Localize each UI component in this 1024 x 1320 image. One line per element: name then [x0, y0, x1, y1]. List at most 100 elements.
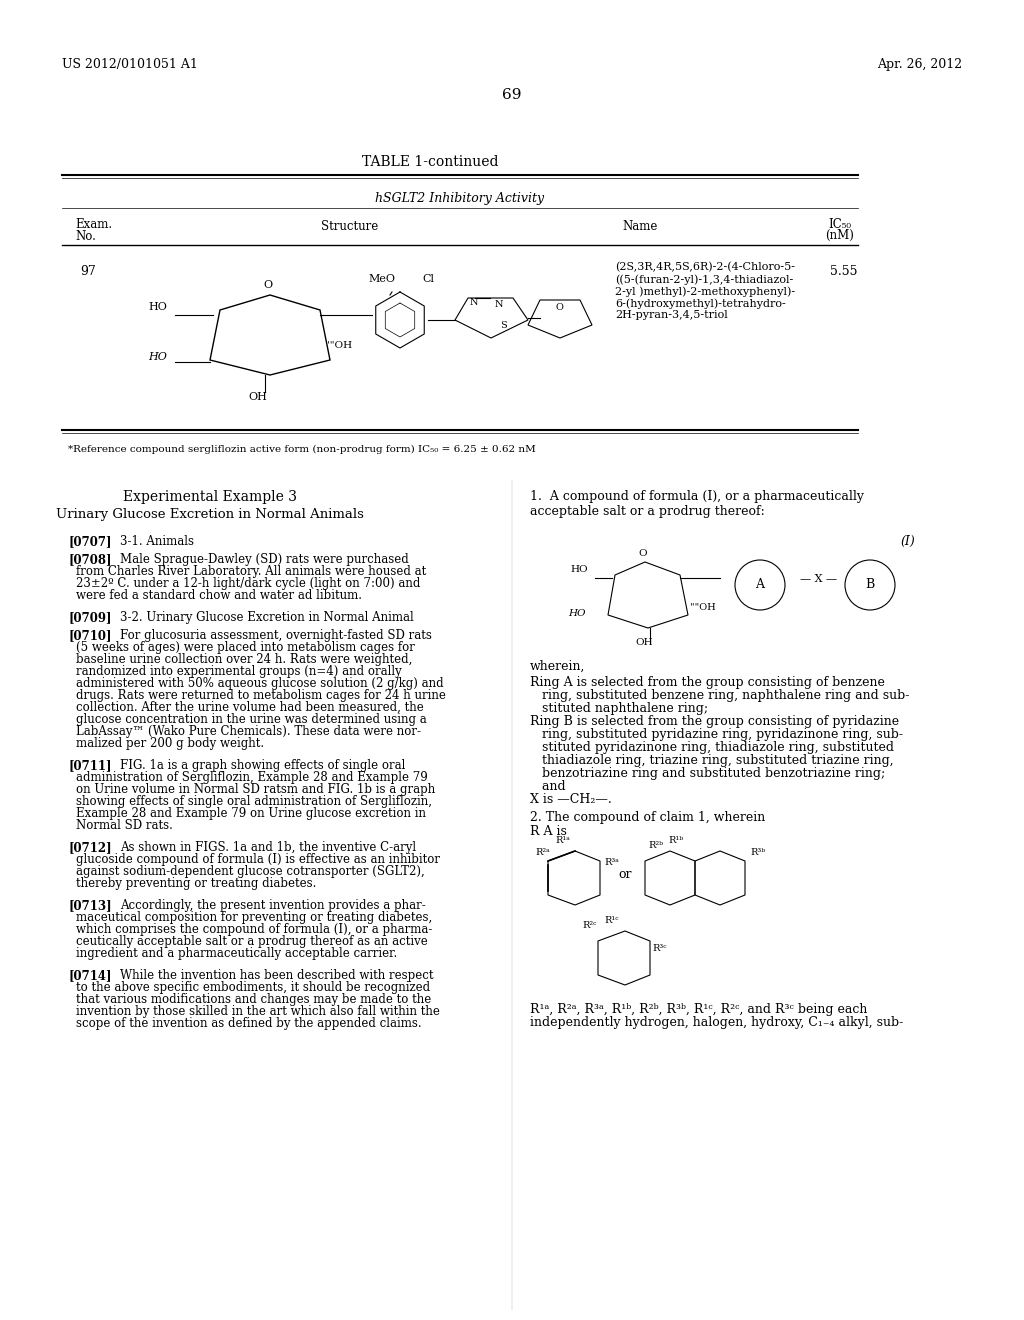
Text: 3-2. Urinary Glucose Excretion in Normal Animal: 3-2. Urinary Glucose Excretion in Normal… [120, 611, 414, 624]
Text: R¹ᵃ: R¹ᵃ [555, 836, 570, 845]
Text: or: or [618, 869, 632, 880]
Text: B: B [865, 578, 874, 591]
Text: Apr. 26, 2012: Apr. 26, 2012 [877, 58, 962, 71]
Text: ((5-(furan-2-yl)-1,3,4-thiadiazol-: ((5-(furan-2-yl)-1,3,4-thiadiazol- [615, 275, 794, 285]
Text: R³ᵃ: R³ᵃ [604, 858, 618, 867]
Text: (5 weeks of ages) were placed into metabolism cages for: (5 weeks of ages) were placed into metab… [76, 642, 415, 653]
Text: Urinary Glucose Excretion in Normal Animals: Urinary Glucose Excretion in Normal Anim… [56, 508, 364, 521]
Text: ""OH: ""OH [690, 603, 716, 612]
Text: 2H-pyran-3,4,5-triol: 2H-pyran-3,4,5-triol [615, 310, 728, 319]
Text: Example 28 and Example 79 on Urine glucose excretion in: Example 28 and Example 79 on Urine gluco… [76, 807, 426, 820]
Text: were fed a standard chow and water ad libitum.: were fed a standard chow and water ad li… [76, 589, 362, 602]
Text: showing effects of single oral administration of Sergliflozin,: showing effects of single oral administr… [76, 795, 432, 808]
Text: which comprises the compound of formula (I), or a pharma-: which comprises the compound of formula … [76, 923, 432, 936]
Text: glucoside compound of formula (I) is effective as an inhibitor: glucoside compound of formula (I) is eff… [76, 853, 440, 866]
Text: randomized into experimental groups (n=4) and orally: randomized into experimental groups (n=4… [76, 665, 401, 678]
Text: N: N [495, 300, 504, 309]
Text: Exam.: Exam. [75, 218, 112, 231]
Text: 6-(hydroxymethyl)-tetrahydro-: 6-(hydroxymethyl)-tetrahydro- [615, 298, 785, 309]
Text: [0713]: [0713] [68, 899, 112, 912]
Text: (nM): (nM) [825, 228, 854, 242]
Text: administration of Sergliflozin, Example 28 and Example 79: administration of Sergliflozin, Example … [76, 771, 428, 784]
Text: drugs. Rats were returned to metabolism cages for 24 h urine: drugs. Rats were returned to metabolism … [76, 689, 445, 702]
Text: ring, substituted benzene ring, naphthalene ring and sub-: ring, substituted benzene ring, naphthal… [530, 689, 909, 702]
Text: collection. After the urine volume had been measured, the: collection. After the urine volume had b… [76, 701, 424, 714]
Text: [0708]: [0708] [68, 553, 112, 566]
Text: independently hydrogen, halogen, hydroxy, C₁₋₄ alkyl, sub-: independently hydrogen, halogen, hydroxy… [530, 1016, 903, 1030]
Text: and: and [530, 780, 565, 793]
Text: baseline urine collection over 24 h. Rats were weighted,: baseline urine collection over 24 h. Rat… [76, 653, 413, 667]
Text: US 2012/0101051 A1: US 2012/0101051 A1 [62, 58, 198, 71]
Text: thereby preventing or treating diabetes.: thereby preventing or treating diabetes. [76, 876, 316, 890]
Text: ingredient and a pharmaceutically acceptable carrier.: ingredient and a pharmaceutically accept… [76, 946, 397, 960]
Text: ceutically acceptable salt or a prodrug thereof as an active: ceutically acceptable salt or a prodrug … [76, 935, 428, 948]
Text: R A is: R A is [530, 825, 567, 838]
Text: hSGLT2 Inhibitory Activity: hSGLT2 Inhibitory Activity [376, 191, 545, 205]
Text: R²ᶜ: R²ᶜ [582, 921, 597, 931]
Text: As shown in FIGS. 1a and 1b, the inventive C-aryl: As shown in FIGS. 1a and 1b, the inventi… [120, 841, 416, 854]
Text: on Urine volume in Normal SD ratsm and FIG. 1b is a graph: on Urine volume in Normal SD ratsm and F… [76, 783, 435, 796]
Text: 2. The compound of claim 1, wherein: 2. The compound of claim 1, wherein [530, 810, 765, 824]
Text: IC₅₀: IC₅₀ [828, 218, 852, 231]
Text: HO: HO [148, 352, 167, 362]
Text: 5.55: 5.55 [830, 265, 857, 279]
Text: [0711]: [0711] [68, 759, 112, 772]
Text: [0709]: [0709] [68, 611, 112, 624]
Text: 1.  A compound of formula (I), or a pharmaceutically
acceptable salt or a prodru: 1. A compound of formula (I), or a pharm… [530, 490, 864, 517]
Text: R²ᵃ: R²ᵃ [535, 847, 550, 857]
Text: 23±2º C. under a 12-h light/dark cycle (light on 7:00) and: 23±2º C. under a 12-h light/dark cycle (… [76, 577, 421, 590]
Text: from Charles River Laboratory. All animals were housed at: from Charles River Laboratory. All anima… [76, 565, 426, 578]
Text: 69: 69 [502, 88, 522, 102]
Text: (I): (I) [900, 535, 914, 548]
Text: invention by those skilled in the art which also fall within the: invention by those skilled in the art wh… [76, 1005, 440, 1018]
Text: S: S [500, 321, 507, 330]
Text: to the above specific embodiments, it should be recognized: to the above specific embodiments, it sh… [76, 981, 430, 994]
Text: X is —CH₂—.: X is —CH₂—. [530, 793, 611, 807]
Text: For glucosuria assessment, overnight-fasted SD rats: For glucosuria assessment, overnight-fas… [120, 630, 432, 642]
Text: [0710]: [0710] [68, 630, 112, 642]
Text: Cl: Cl [422, 275, 434, 284]
Text: TABLE 1-continued: TABLE 1-continued [361, 154, 499, 169]
Text: [0712]: [0712] [68, 841, 112, 854]
Text: Name: Name [623, 220, 657, 234]
Text: OH: OH [635, 638, 652, 647]
Text: [0707]: [0707] [68, 535, 112, 548]
Text: 2-yl )methyl)-2-methoxyphenyl)-: 2-yl )methyl)-2-methoxyphenyl)- [615, 286, 795, 297]
Text: Male Sprague-Dawley (SD) rats were purchased: Male Sprague-Dawley (SD) rats were purch… [120, 553, 409, 566]
Text: R³ᶜ: R³ᶜ [652, 944, 667, 953]
Text: stituted pyridazinone ring, thiadiazole ring, substituted: stituted pyridazinone ring, thiadiazole … [530, 741, 894, 754]
Text: against sodium-dependent glucose cotransporter (SGLT2),: against sodium-dependent glucose cotrans… [76, 865, 425, 878]
Text: 3-1. Animals: 3-1. Animals [120, 535, 194, 548]
Text: (2S,3R,4R,5S,6R)-2-(4-Chloro-5-: (2S,3R,4R,5S,6R)-2-(4-Chloro-5- [615, 261, 795, 272]
Text: Normal SD rats.: Normal SD rats. [76, 818, 173, 832]
Text: that various modifications and changes may be made to the: that various modifications and changes m… [76, 993, 431, 1006]
Text: R²ᵇ: R²ᵇ [648, 841, 663, 850]
Text: A: A [756, 578, 765, 591]
Text: MeO: MeO [368, 275, 395, 284]
Text: FIG. 1a is a graph showing effects of single oral: FIG. 1a is a graph showing effects of si… [120, 759, 406, 772]
Text: stituted naphthalene ring;: stituted naphthalene ring; [530, 702, 709, 715]
Text: O: O [639, 549, 647, 558]
Text: ""OH: ""OH [325, 341, 352, 350]
Text: [0714]: [0714] [68, 969, 112, 982]
Text: R³ᵇ: R³ᵇ [750, 847, 765, 857]
Text: R¹ᵇ: R¹ᵇ [668, 836, 683, 845]
Text: 97: 97 [80, 265, 96, 279]
Text: N: N [470, 298, 478, 308]
Text: OH: OH [248, 392, 267, 403]
Text: HO: HO [568, 609, 586, 618]
Text: benzotriazine ring and substituted benzotriazine ring;: benzotriazine ring and substituted benzo… [530, 767, 886, 780]
Text: O: O [263, 280, 272, 290]
Text: ring, substituted pyridazine ring, pyridazinone ring, sub-: ring, substituted pyridazine ring, pyrid… [530, 729, 903, 741]
Text: malized per 200 g body weight.: malized per 200 g body weight. [76, 737, 264, 750]
Text: Ring B is selected from the group consisting of pyridazine: Ring B is selected from the group consis… [530, 715, 899, 729]
Text: Accordingly, the present invention provides a phar-: Accordingly, the present invention provi… [120, 899, 426, 912]
Text: Experimental Example 3: Experimental Example 3 [123, 490, 297, 504]
Text: LabAssay™ (Wako Pure Chemicals). These data were nor-: LabAssay™ (Wako Pure Chemicals). These d… [76, 725, 421, 738]
Text: administered with 50% aqueous glucose solution (2 g/kg) and: administered with 50% aqueous glucose so… [76, 677, 443, 690]
Text: R¹ᵃ, R²ᵃ, R³ᵃ, R¹ᵇ, R²ᵇ, R³ᵇ, R¹ᶜ, R²ᶜ, and R³ᶜ being each: R¹ᵃ, R²ᵃ, R³ᵃ, R¹ᵇ, R²ᵇ, R³ᵇ, R¹ᶜ, R²ᶜ, … [530, 1003, 867, 1016]
Text: While the invention has been described with respect: While the invention has been described w… [120, 969, 433, 982]
Text: O: O [555, 304, 563, 312]
Text: No.: No. [75, 230, 96, 243]
Text: *Reference compound sergliflozin active form (non-prodrug form) IC₅₀ = 6.25 ± 0.: *Reference compound sergliflozin active … [68, 445, 536, 454]
